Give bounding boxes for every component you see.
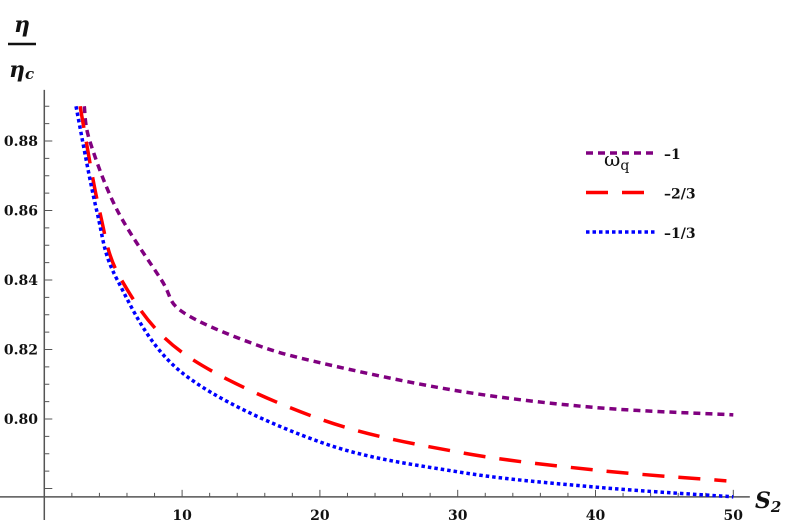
legend-label: –1 [664,147,681,163]
x-tick-label: 40 [586,508,606,524]
series-line [74,105,734,499]
y-tick-label: 0.80 [4,412,38,428]
curves [74,105,734,499]
y-tick-label: 0.84 [4,273,38,289]
x-tick-label: 50 [724,508,744,524]
legend: –1 –2/3 –1/3 [586,147,696,242]
x-tick-label: 10 [172,508,192,524]
legend-title: ωq [604,147,629,174]
legend-label: –2/3 [664,187,696,203]
x-tick-label: 30 [448,508,468,524]
x-tick-label: 20 [310,508,330,524]
axes: 10 20 30 40 50 0.80 0.82 0.84 0.86 0.88 [0,89,750,524]
y-tick-label: 0.82 [4,343,38,359]
y-tick-label: 0.86 [4,204,38,220]
x-axis-label: S2 [755,488,781,516]
y-axis-label-numerator: η [14,12,30,38]
legend-label: –1/3 [664,226,696,242]
y-tick-label: 0.88 [4,134,38,150]
series-line [82,105,734,417]
y-axis-label-denominator: ηc [9,57,34,83]
series-line [78,105,727,483]
